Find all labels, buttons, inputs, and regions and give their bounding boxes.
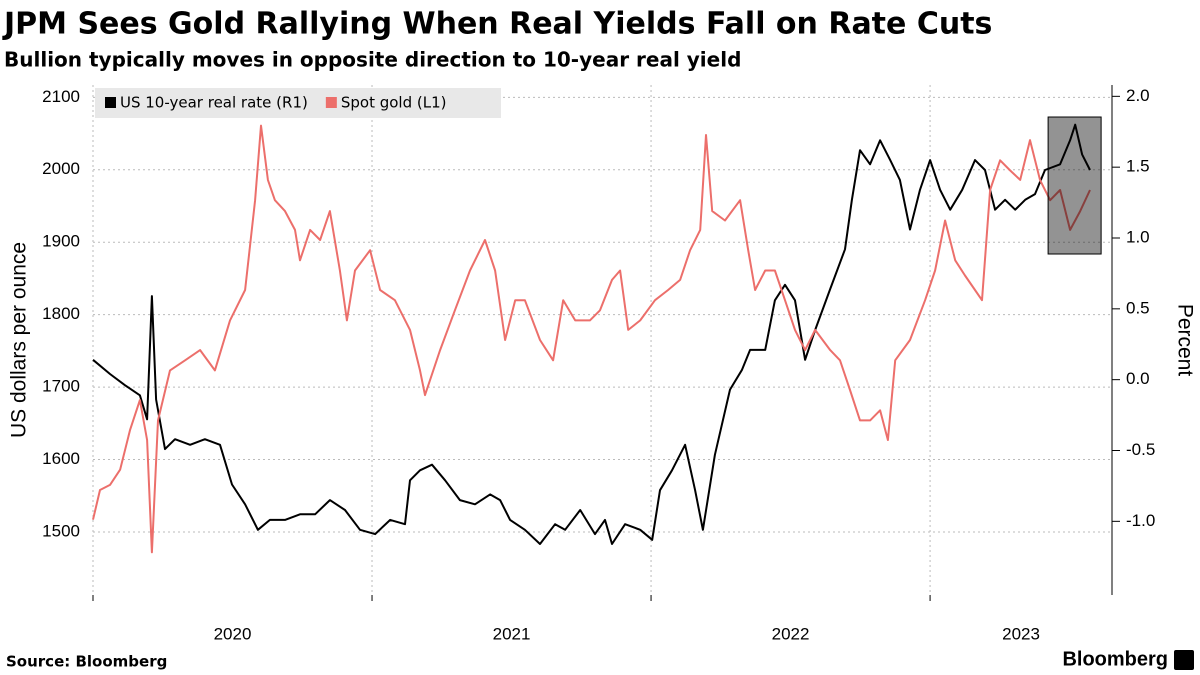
y-tick-label: 2000 xyxy=(42,159,80,178)
y2-tick-label: 1.0 xyxy=(1126,227,1150,246)
y-tick-label: 2100 xyxy=(42,87,80,106)
y-tick-label: 1500 xyxy=(42,521,80,540)
source-note: Source: Bloomberg xyxy=(6,653,167,671)
legend-swatch xyxy=(325,97,337,108)
y2-tick-label: 0.5 xyxy=(1126,298,1150,317)
y2-axis-title: Percent xyxy=(1173,304,1196,377)
y-tick-label: 1800 xyxy=(42,304,80,323)
brand-icon xyxy=(1174,650,1194,670)
y2-tick-label: 2.0 xyxy=(1126,86,1150,105)
y-axis-title: US dollars per ounce xyxy=(8,242,31,438)
chart-title: JPM Sees Gold Rallying When Real Yields … xyxy=(2,7,992,42)
x-tick-label: 2021 xyxy=(493,624,531,643)
legend-label: Spot gold (L1) xyxy=(341,94,447,112)
legend: US 10-year real rate (R1) Spot gold (L1) xyxy=(95,88,501,118)
series-line xyxy=(92,124,1091,554)
legend-swatch xyxy=(105,97,116,108)
series-line xyxy=(92,123,1091,545)
brand-logo: Bloomberg xyxy=(1062,648,1168,670)
x-tick-label: 2022 xyxy=(772,624,810,643)
y2-tick-label: 1.5 xyxy=(1126,157,1150,176)
y-tick-label: 1900 xyxy=(42,232,80,251)
x-tick-label: 2020 xyxy=(214,624,252,643)
y2-tick-label: 0.0 xyxy=(1126,369,1150,388)
chart-subtitle: Bullion typically moves in opposite dire… xyxy=(4,48,741,72)
legend-label: US 10-year real rate (R1) xyxy=(120,94,308,112)
x-tick-label: 2023 xyxy=(1002,624,1040,643)
highlight-box xyxy=(1047,116,1102,255)
y2-tick-label: -0.5 xyxy=(1126,440,1155,459)
y2-tick-label: -1.0 xyxy=(1126,511,1155,530)
y-tick-label: 1600 xyxy=(42,449,80,468)
legend-box xyxy=(95,88,501,118)
y-tick-label: 1700 xyxy=(42,377,80,396)
